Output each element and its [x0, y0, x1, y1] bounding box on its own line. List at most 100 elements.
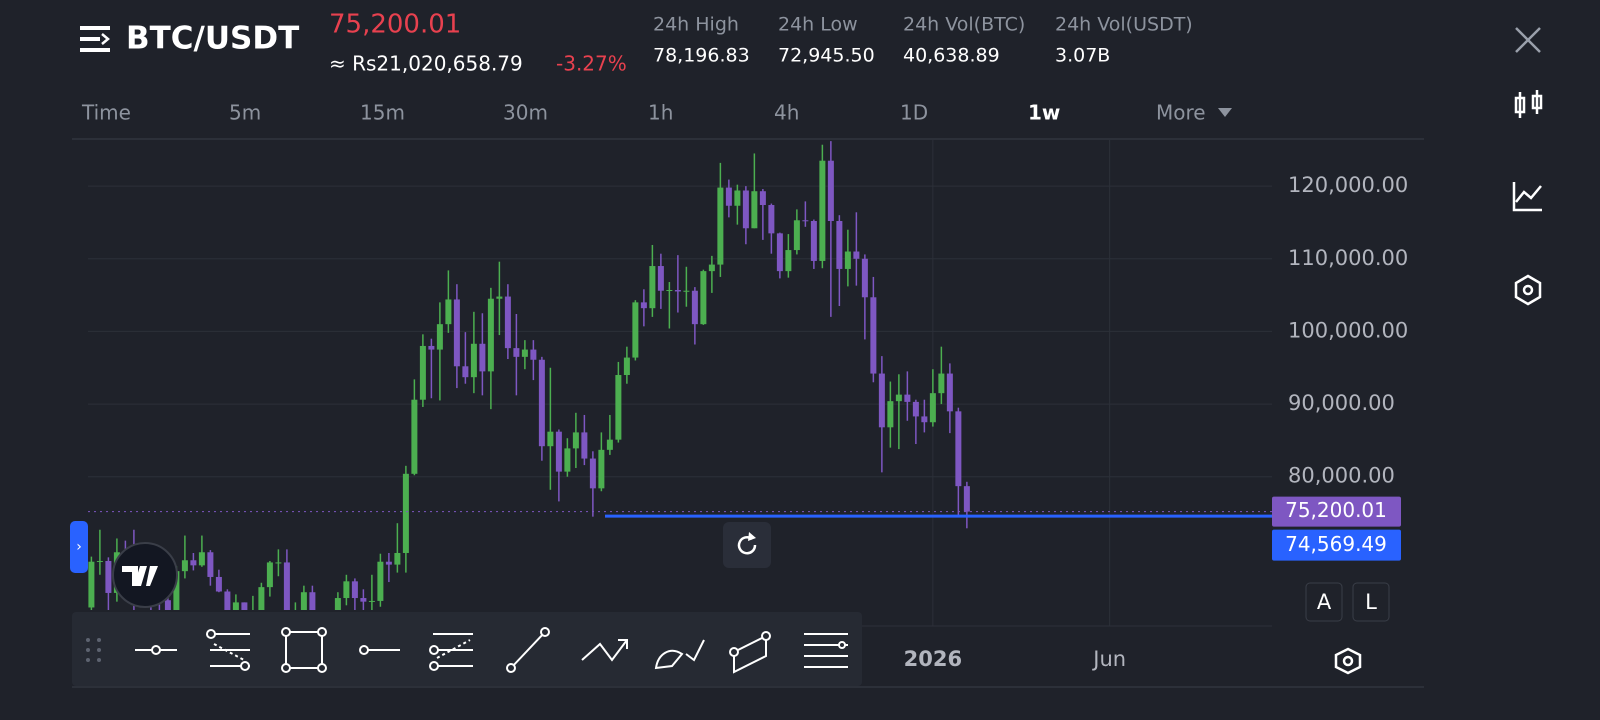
candle-body	[496, 296, 503, 299]
timeframe[interactable]: 4h	[774, 101, 799, 125]
candle-body	[173, 571, 180, 610]
candle-icon[interactable]	[1514, 90, 1543, 118]
settings-icon[interactable]	[1514, 274, 1542, 306]
stats: 24h High 78,196.83 24h Low 72,945.50 24h Vol…	[653, 14, 1193, 67]
candle-body	[538, 359, 545, 447]
candle-body	[853, 251, 860, 259]
candle-body	[207, 552, 214, 577]
close-icon[interactable]	[1515, 27, 1541, 53]
candle-body	[759, 191, 766, 206]
candle-body	[513, 348, 520, 357]
candle-body	[861, 258, 868, 298]
candles	[88, 141, 970, 610]
candle-body	[657, 266, 664, 291]
candle-body	[368, 600, 375, 602]
candle-body	[224, 591, 231, 610]
menu-icon[interactable]	[80, 26, 110, 52]
candle-body	[734, 190, 741, 206]
candle-body	[708, 264, 715, 272]
stat-label: 24h Vol(USDT)	[1055, 14, 1193, 36]
y-tick-label: 110,000.00	[1288, 246, 1408, 270]
scale-button[interactable]	[1305, 582, 1343, 622]
candle-body	[266, 562, 273, 588]
candle-body	[470, 343, 477, 378]
dropdown-arrow	[1218, 108, 1232, 117]
timeframe[interactable]: Time	[81, 101, 131, 125]
timeframe[interactable]: 30m	[503, 101, 548, 125]
candle-body	[598, 449, 605, 489]
candle-body	[683, 290, 690, 292]
indicator-icon[interactable]	[1512, 182, 1542, 212]
side-handle[interactable]	[70, 521, 88, 573]
candle-body	[844, 251, 851, 269]
candle-body	[402, 473, 409, 553]
candle-body	[946, 373, 953, 412]
pair: BTC/USDT	[126, 21, 299, 57]
tool-fib[interactable]	[206, 629, 250, 671]
stat-value: 40,638.89	[903, 45, 1000, 67]
x-tick-label: 2026	[904, 647, 962, 671]
candle-body	[419, 345, 426, 400]
candle-body	[878, 373, 885, 428]
tv-logo[interactable]	[112, 542, 178, 608]
stat-label: 24h High	[653, 14, 739, 36]
tool-channel[interactable]	[729, 631, 771, 674]
candle-body	[751, 191, 758, 229]
scale-button[interactable]	[1352, 582, 1390, 622]
candle-body	[606, 439, 613, 450]
tool-parallel[interactable]	[429, 633, 473, 671]
tool-rectangle[interactable]	[281, 627, 327, 673]
candle-body	[649, 266, 656, 309]
candle-body	[241, 602, 248, 610]
candle-body	[555, 431, 562, 472]
last-price-tag	[1272, 496, 1401, 527]
candle-body	[487, 298, 494, 372]
tool-more[interactable]	[804, 633, 848, 668]
candle-body	[385, 561, 392, 565]
tool-path[interactable]	[581, 639, 628, 662]
timeframe[interactable]: 1h	[648, 101, 673, 125]
candle-body	[717, 187, 724, 265]
candle-body	[666, 290, 673, 292]
x-tick-label: Jun	[1091, 647, 1126, 671]
chart-settings[interactable]	[1334, 647, 1362, 675]
stat-value: 3.07B	[1055, 45, 1110, 67]
candle-body	[921, 416, 928, 423]
candle-body	[615, 375, 622, 440]
candle-body	[462, 366, 469, 378]
price: 75,200.01	[329, 10, 461, 40]
candle-body	[283, 562, 290, 610]
candle-body	[300, 592, 307, 610]
candle-body	[912, 401, 919, 417]
candle-body	[343, 581, 350, 599]
fiat-price: ≈ Rs21,020,658.79	[329, 52, 523, 76]
tool-brush[interactable]	[654, 639, 705, 670]
tool-trendline[interactable]	[506, 627, 550, 673]
reset-button[interactable]	[723, 522, 771, 568]
stat-label: 24h Vol(BTC)	[903, 14, 1025, 36]
timeframe[interactable]: 1w	[1028, 101, 1060, 125]
candle-body	[887, 401, 894, 428]
timeframe[interactable]: 15m	[360, 101, 405, 125]
y-tick-label: 100,000.00	[1288, 318, 1408, 342]
timeframe[interactable]: 5m	[229, 101, 261, 125]
candle-body	[938, 373, 945, 394]
candle-body	[802, 220, 809, 222]
timeframe[interactable]: 1D	[900, 101, 928, 125]
tool-horizontal-ray[interactable]	[135, 645, 177, 655]
candle-body	[521, 349, 528, 357]
candle-body	[198, 552, 205, 566]
candle-body	[623, 357, 630, 376]
candle-body	[589, 458, 596, 489]
candle-body	[870, 297, 877, 374]
candle-body	[453, 299, 460, 367]
last-price-label: 75,200.01	[1285, 498, 1387, 522]
candle-body	[351, 581, 358, 599]
candle-body	[810, 221, 817, 261]
tool-ray[interactable]	[359, 645, 400, 655]
candle-body	[725, 187, 732, 206]
timeframe[interactable]: More	[1156, 101, 1206, 125]
y-tick-label: 90,000.00	[1288, 391, 1395, 415]
candle-body	[258, 587, 265, 610]
